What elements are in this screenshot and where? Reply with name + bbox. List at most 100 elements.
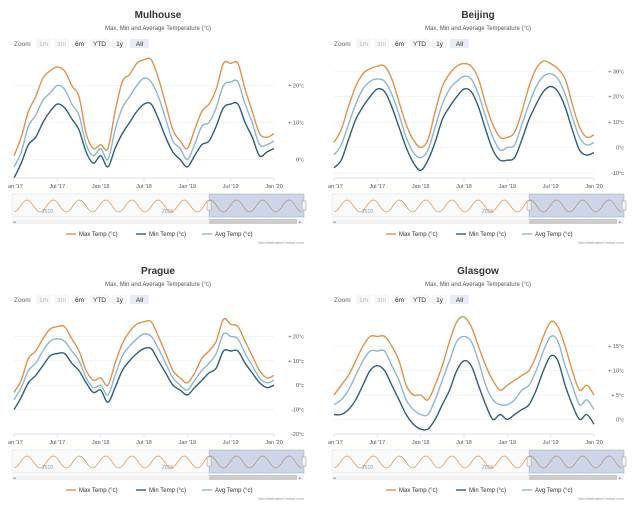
scrollbar-thumb[interactable] <box>529 475 617 480</box>
series-line-avg-temp[interactable] <box>13 77 275 168</box>
navigator-range-selector[interactable] <box>208 449 305 474</box>
scrollbar-left-arrow[interactable]: ◂ <box>333 220 336 226</box>
zoom-button-1y[interactable]: 1y <box>432 39 447 48</box>
navigator-range-selector[interactable] <box>208 193 305 218</box>
zoom-button-all[interactable]: All <box>130 39 149 48</box>
navigator-handle-left[interactable] <box>206 456 212 467</box>
zoom-button-1y[interactable]: 1y <box>112 39 127 48</box>
scrollbar-right-arrow[interactable]: ▸ <box>619 220 622 226</box>
series-line-max-temp[interactable] <box>333 316 595 401</box>
legend-label: Min Temp (°c) <box>149 488 186 494</box>
navigator-handle-left[interactable] <box>526 200 532 211</box>
scrollbar-thumb[interactable] <box>209 475 297 480</box>
series-line-avg-temp[interactable] <box>333 73 595 159</box>
zoom-button-6m[interactable]: 6m <box>72 295 87 304</box>
zoom-button-6m[interactable]: 6m <box>392 295 407 304</box>
x-tick-label: Jan '17 <box>328 184 343 190</box>
navigator-handle-right[interactable] <box>301 200 307 211</box>
zoom-button-label: 1m <box>359 297 368 304</box>
navigator-range-selector[interactable] <box>528 449 625 474</box>
zoom-button-label: 1y <box>116 41 124 48</box>
scrollbar-right-arrow[interactable]: ▸ <box>619 476 622 482</box>
navigator-handle-left[interactable] <box>206 200 212 211</box>
legend-item-min-temp[interactable]: Min Temp (°c) <box>456 488 506 494</box>
zoom-button-label: All <box>456 297 464 304</box>
legend-item-min-temp[interactable]: Min Temp (°c) <box>136 232 186 238</box>
scrollbar-left-arrow[interactable]: ◂ <box>13 220 16 226</box>
navigator-series <box>13 455 303 469</box>
series-line-min-temp[interactable] <box>333 354 595 431</box>
zoom-button-ytd[interactable]: YTD <box>410 39 429 48</box>
legend-item-avg-temp[interactable]: Avg Temp (°c) <box>202 488 253 494</box>
navigator-handle-left[interactable] <box>526 456 532 467</box>
scrollbar-left-arrow[interactable]: ◂ <box>13 476 16 482</box>
scrollbar-thumb[interactable] <box>209 219 297 224</box>
y-tick-label: + 15°c <box>608 344 624 350</box>
x-tick-label: Jan '18 <box>92 184 110 190</box>
series-line-max-temp[interactable] <box>333 60 595 149</box>
legend-label: Max Temp (°c) <box>399 488 438 494</box>
zoom-button-bg <box>392 295 407 304</box>
legend-item-avg-temp[interactable]: Avg Temp (°c) <box>202 232 253 238</box>
scrollbar-left-arrow[interactable]: ◂ <box>333 476 336 482</box>
y-tick-label: + 20°c <box>288 334 304 340</box>
legend-item-min-temp[interactable]: Min Temp (°c) <box>456 232 506 238</box>
series-line-min-temp[interactable] <box>13 346 275 410</box>
zoom-button-1m[interactable]: 1m <box>356 295 371 304</box>
legend-item-avg-temp[interactable]: Avg Temp (°c) <box>522 488 573 494</box>
x-tick-label: Jul '18 <box>136 184 152 190</box>
legend-item-max-temp[interactable]: Max Temp (°c) <box>386 488 438 494</box>
zoom-label: Zoom <box>334 297 351 304</box>
zoom-button-3m[interactable]: 3m <box>54 39 69 48</box>
zoom-button-all[interactable]: All <box>450 39 469 48</box>
zoom-button-ytd[interactable]: YTD <box>410 295 429 304</box>
series-line-avg-temp[interactable] <box>333 335 595 417</box>
legend-item-max-temp[interactable]: Max Temp (°c) <box>66 232 118 238</box>
zoom-button-3m[interactable]: 3m <box>374 39 389 48</box>
legend-label: Max Temp (°c) <box>79 232 118 238</box>
zoom-button-1m[interactable]: 1m <box>36 39 51 48</box>
zoom-button-label: 1m <box>39 41 48 48</box>
zoom-button-bg <box>374 295 389 304</box>
series-line-min-temp[interactable] <box>333 85 595 172</box>
zoom-button-ytd[interactable]: YTD <box>90 39 109 48</box>
legend-item-max-temp[interactable]: Max Temp (°c) <box>386 232 438 238</box>
zoom-label: Zoom <box>334 41 351 48</box>
zoom-button-bg <box>112 295 127 304</box>
scrollbar-right-arrow[interactable]: ▸ <box>299 220 302 226</box>
navigator-handle-right[interactable] <box>301 456 307 467</box>
zoom-button-1m[interactable]: 1m <box>356 39 371 48</box>
zoom-button-3m[interactable]: 3m <box>54 295 69 304</box>
legend-item-avg-temp[interactable]: Avg Temp (°c) <box>522 232 573 238</box>
zoom-button-bg <box>90 295 109 304</box>
x-tick-label: Jul '17 <box>49 184 65 190</box>
x-tick-label: Jan '18 <box>92 440 110 446</box>
navigator-year-label: 2010 <box>42 209 53 215</box>
y-tick-label: -20°c <box>291 432 304 438</box>
series-line-avg-temp[interactable] <box>13 332 275 401</box>
navigator-range-selector[interactable] <box>528 193 625 218</box>
zoom-button-bg <box>432 39 447 48</box>
zoom-button-bg <box>432 295 447 304</box>
series-line-max-temp[interactable] <box>13 57 275 157</box>
zoom-button-3m[interactable]: 3m <box>374 295 389 304</box>
navigator-handle-right[interactable] <box>621 200 627 211</box>
x-tick-label: Jul '17 <box>49 440 65 446</box>
zoom-button-all[interactable]: All <box>450 295 469 304</box>
series-line-max-temp[interactable] <box>13 317 275 393</box>
navigator-handle-right[interactable] <box>621 456 627 467</box>
legend-item-min-temp[interactable]: Min Temp (°c) <box>136 488 186 494</box>
legend-label: Max Temp (°c) <box>79 488 118 494</box>
series-line-min-temp[interactable] <box>13 101 275 179</box>
zoom-button-1y[interactable]: 1y <box>112 295 127 304</box>
zoom-button-6m[interactable]: 6m <box>72 39 87 48</box>
zoom-button-all[interactable]: All <box>130 295 149 304</box>
zoom-label: Zoom <box>14 297 31 304</box>
scrollbar-thumb[interactable] <box>529 219 617 224</box>
legend-item-max-temp[interactable]: Max Temp (°c) <box>66 488 118 494</box>
zoom-button-6m[interactable]: 6m <box>392 39 407 48</box>
scrollbar-right-arrow[interactable]: ▸ <box>299 476 302 482</box>
zoom-button-1y[interactable]: 1y <box>432 295 447 304</box>
zoom-button-1m[interactable]: 1m <box>36 295 51 304</box>
zoom-button-ytd[interactable]: YTD <box>90 295 109 304</box>
